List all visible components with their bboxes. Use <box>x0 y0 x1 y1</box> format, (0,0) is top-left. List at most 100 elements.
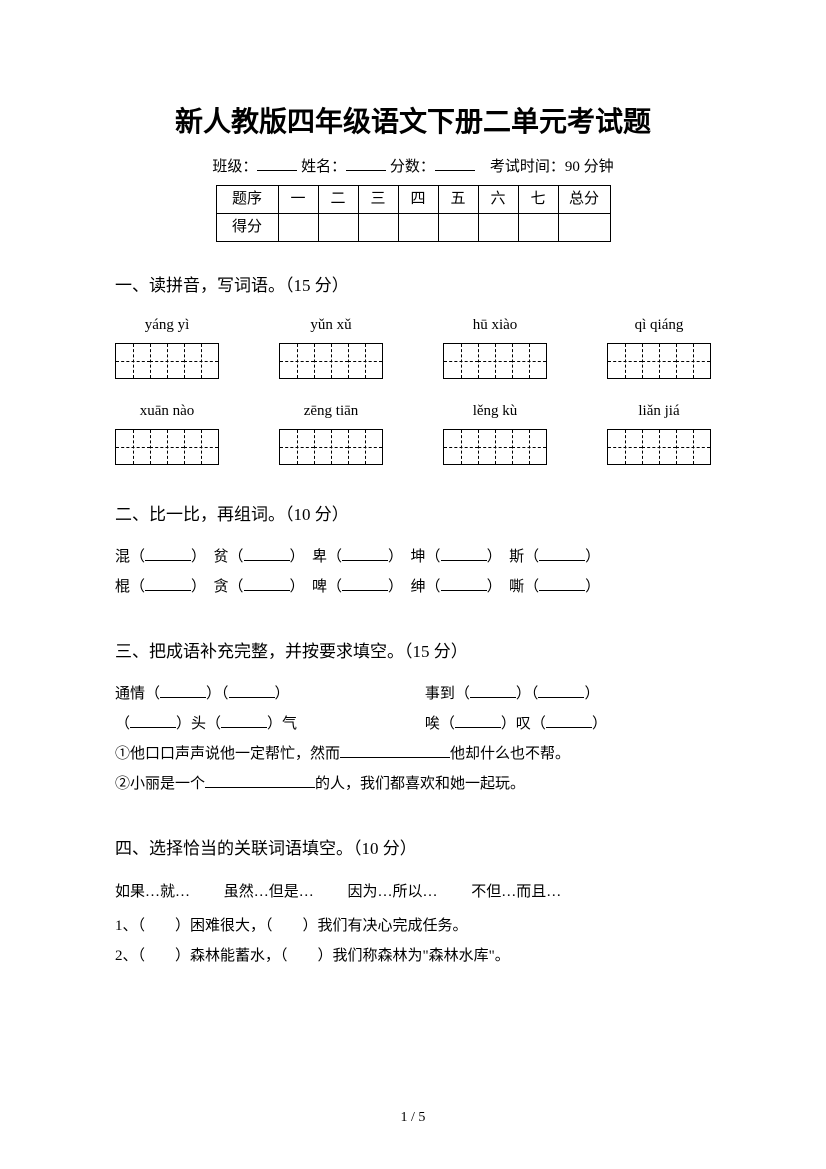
cell-input[interactable] <box>518 213 558 241</box>
blank[interactable] <box>539 549 585 561</box>
text: ） 斯（ <box>487 549 540 565</box>
char-box[interactable] <box>443 343 547 379</box>
blank[interactable] <box>145 549 191 561</box>
pinyin-label: hū xiào <box>443 313 547 337</box>
text: 他却什么也不帮。 <box>450 746 570 762</box>
table-row: 题序 一 二 三 四 五 六 七 总分 <box>216 185 610 213</box>
text: ） <box>585 579 600 595</box>
compare-row-2: 棍（） 贪（） 啤（） 绅（） 嘶（） <box>115 572 711 602</box>
idiom-row-2: （）头（）气 唉（）叹（） <box>115 709 711 739</box>
char-box[interactable] <box>115 429 219 465</box>
section-4: 四、选择恰当的关联词语填空。（10 分） 如果…就… 虽然…但是… 因为…所以…… <box>115 835 711 970</box>
pinyin-item: xuān nào <box>115 399 219 465</box>
text: ）森林能蓄水，（ <box>175 948 288 964</box>
cell-label: 题序 <box>216 185 278 213</box>
char-box[interactable] <box>115 343 219 379</box>
char-box[interactable] <box>607 343 711 379</box>
cell-input[interactable] <box>398 213 438 241</box>
section-3: 三、把成语补充完整，并按要求填空。（15 分） 通情（）（） 事到（）（） （）… <box>115 638 711 799</box>
blank[interactable] <box>229 686 275 698</box>
pinyin-item: hū xiào <box>443 313 547 379</box>
cell: 六 <box>478 185 518 213</box>
page-title: 新人教版四年级语文下册二单元考试题 <box>115 100 711 145</box>
text: ） 嘶（ <box>487 579 540 595</box>
cell-input[interactable] <box>358 213 398 241</box>
cell-input[interactable] <box>558 213 610 241</box>
blank[interactable] <box>221 716 267 728</box>
blank[interactable] <box>160 686 206 698</box>
text: ） 卑（ <box>290 549 343 565</box>
cell-input[interactable] <box>478 213 518 241</box>
text: （ <box>115 716 130 732</box>
conj-q1: 1、（ ）困难很大，（ ）我们有决心完成任务。 <box>115 911 711 941</box>
blank[interactable] <box>145 579 191 591</box>
section-4-heading: 四、选择恰当的关联词语填空。（10 分） <box>115 835 711 862</box>
cell: 二 <box>318 185 358 213</box>
pinyin-label: xuān nào <box>115 399 219 423</box>
blank[interactable] <box>340 746 450 758</box>
blank[interactable] <box>244 579 290 591</box>
blank[interactable] <box>546 716 592 728</box>
text: ）我们称森林为"森林水库"。 <box>318 948 510 964</box>
char-box[interactable] <box>279 429 383 465</box>
time-label: 考试时间：90 分钟 <box>490 159 614 175</box>
score-table: 题序 一 二 三 四 五 六 七 总分 得分 <box>216 185 611 242</box>
text: 唉（ <box>425 716 455 732</box>
text: 事到（ <box>425 686 470 702</box>
blank[interactable] <box>342 549 388 561</box>
blank[interactable] <box>441 579 487 591</box>
blank[interactable] <box>244 549 290 561</box>
pinyin-label: zēng tiān <box>279 399 383 423</box>
text: ）气 <box>267 716 297 732</box>
blank[interactable] <box>130 716 176 728</box>
word-option: 因为…所以… <box>348 884 438 900</box>
pinyin-item: liǎn jiá <box>607 399 711 465</box>
text: ）叹（ <box>501 716 546 732</box>
section-1-heading: 一、读拼音，写词语。（15 分） <box>115 272 711 299</box>
pinyin-label: lěng kù <box>443 399 547 423</box>
name-label: 姓名： <box>301 159 346 175</box>
idiom-sentence-1: ①他口口声声说他一定帮忙，然而他却什么也不帮。 <box>115 739 711 769</box>
pinyin-item: lěng kù <box>443 399 547 465</box>
blank[interactable] <box>205 776 315 788</box>
text: 1、（ <box>115 918 145 934</box>
text: ）头（ <box>176 716 221 732</box>
blank[interactable] <box>538 686 584 698</box>
pinyin-item: yáng yì <box>115 313 219 379</box>
cell-input[interactable] <box>318 213 358 241</box>
score-blank[interactable] <box>435 157 475 171</box>
blank[interactable] <box>470 686 516 698</box>
class-label: 班级： <box>212 159 257 175</box>
section-2-heading: 二、比一比，再组词。（10 分） <box>115 501 711 528</box>
class-blank[interactable] <box>257 157 297 171</box>
blank[interactable] <box>342 579 388 591</box>
text: ） <box>275 686 290 702</box>
cell: 四 <box>398 185 438 213</box>
cell: 五 <box>438 185 478 213</box>
conj-q2: 2、（ ）森林能蓄水，（ ）我们称森林为"森林水库"。 <box>115 941 711 971</box>
blank[interactable] <box>455 716 501 728</box>
text: ②小丽是一个 <box>115 776 205 792</box>
pinyin-item: qì qiáng <box>607 313 711 379</box>
text: ）我们有决心完成任务。 <box>303 918 468 934</box>
text: ） <box>585 549 600 565</box>
text: 棍（ <box>115 579 145 595</box>
compare-row-1: 混（） 贫（） 卑（） 坤（） 斯（） <box>115 542 711 572</box>
idiom-row-1: 通情（）（） 事到（）（） <box>115 679 711 709</box>
blank[interactable] <box>441 549 487 561</box>
text: ） 贪（ <box>191 579 244 595</box>
word-option: 虽然…但是… <box>224 884 314 900</box>
char-box[interactable] <box>607 429 711 465</box>
char-box[interactable] <box>279 343 383 379</box>
pinyin-item: yǔn xǔ <box>279 313 383 379</box>
cell-label: 得分 <box>216 213 278 241</box>
section-2: 二、比一比，再组词。（10 分） 混（） 贫（） 卑（） 坤（） 斯（） 棍（）… <box>115 501 711 602</box>
cell-input[interactable] <box>278 213 318 241</box>
cell-input[interactable] <box>438 213 478 241</box>
page-number: 1 / 5 <box>0 1107 826 1129</box>
cell: 三 <box>358 185 398 213</box>
blank[interactable] <box>539 579 585 591</box>
name-blank[interactable] <box>346 157 386 171</box>
cell-total: 总分 <box>558 185 610 213</box>
char-box[interactable] <box>443 429 547 465</box>
